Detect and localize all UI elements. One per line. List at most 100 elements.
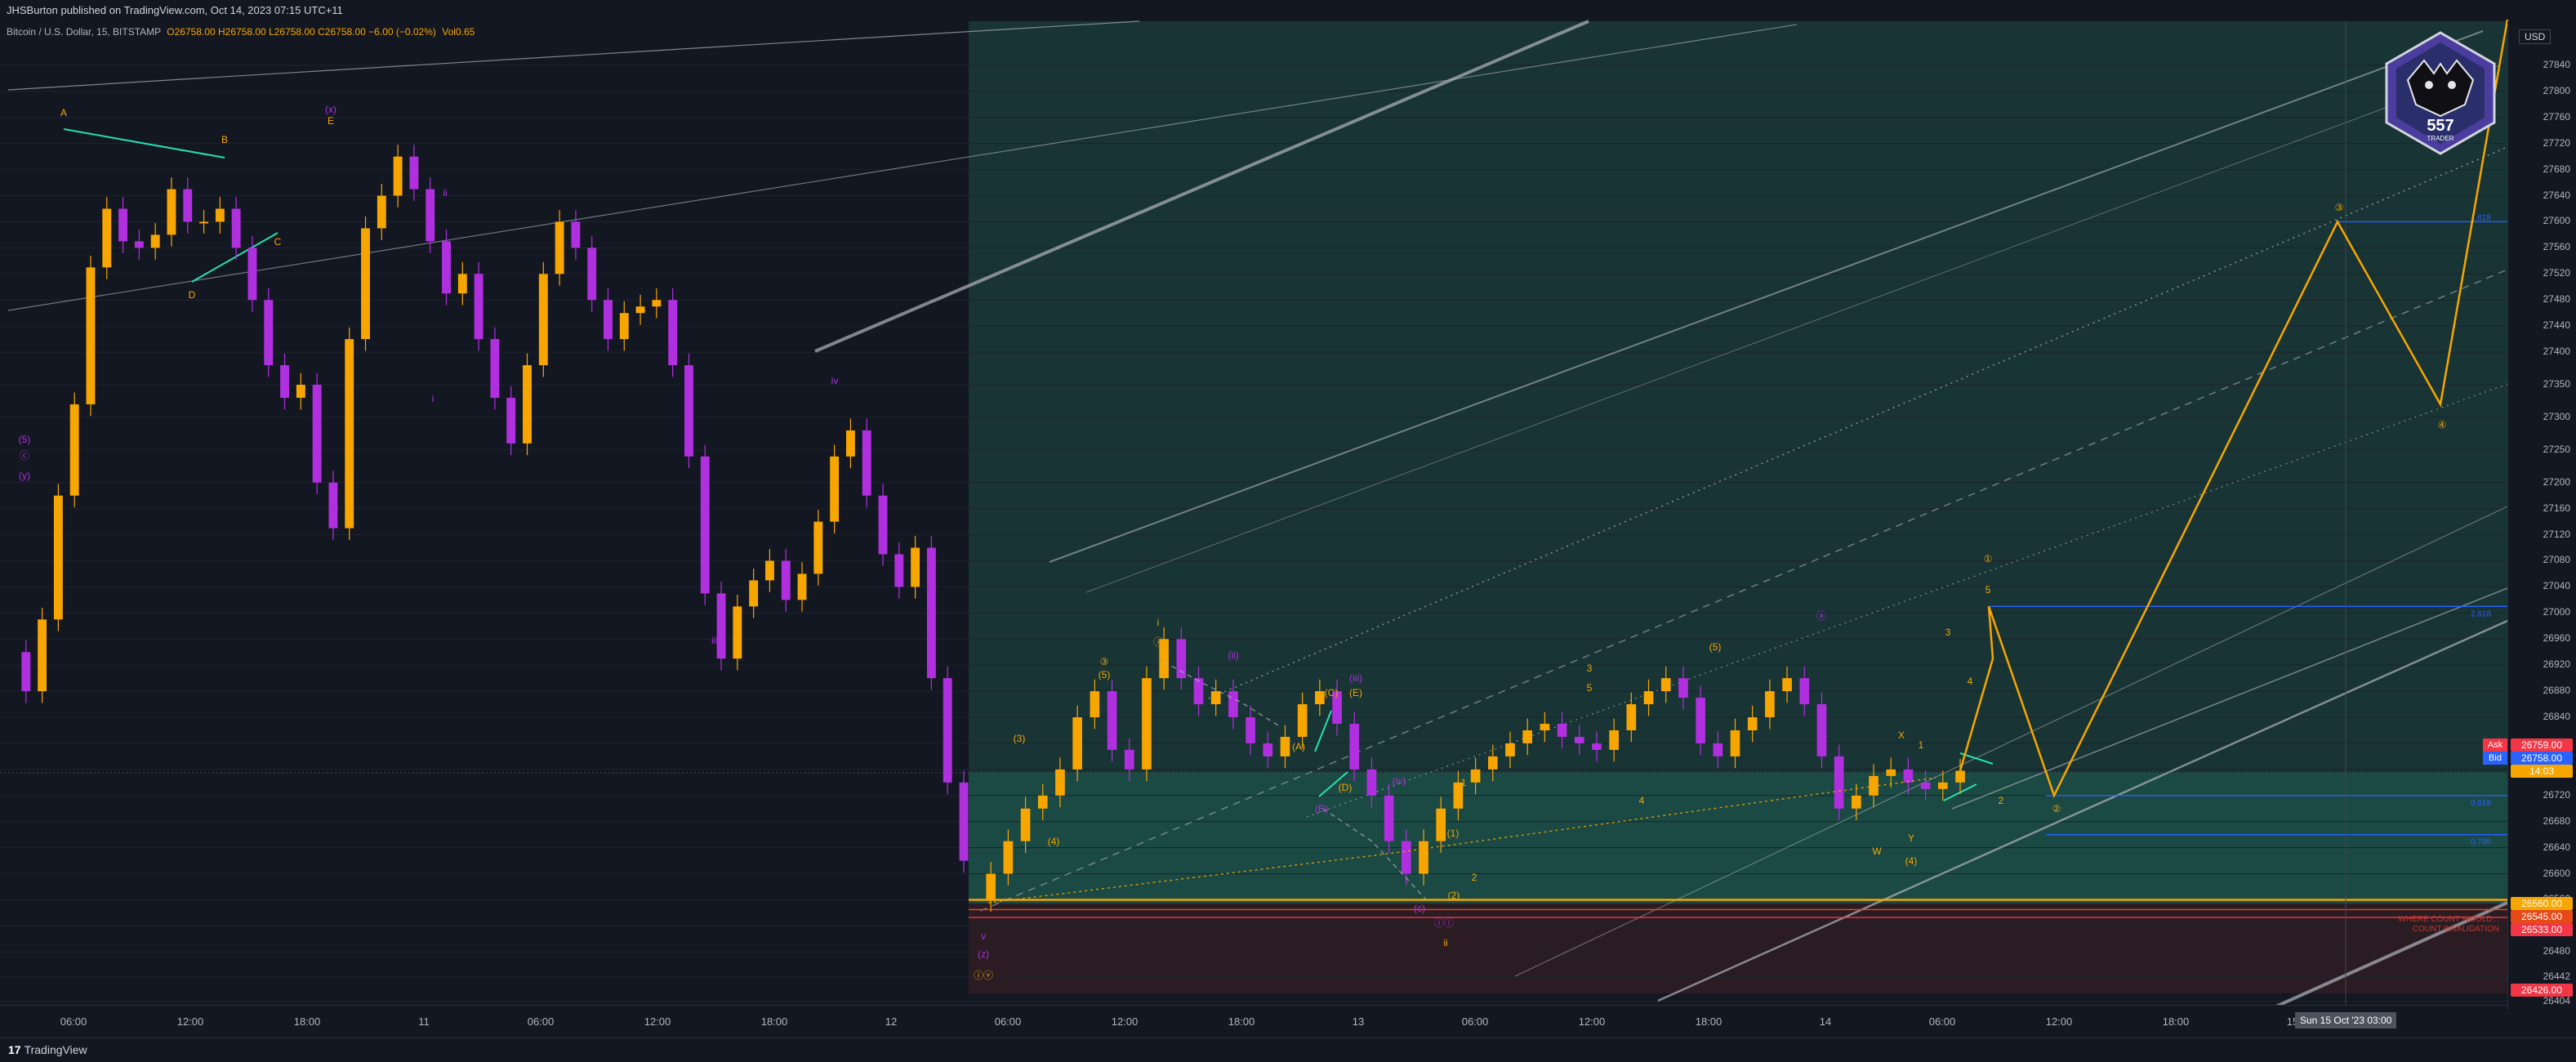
candle-body xyxy=(1384,795,1394,841)
wave-label: A xyxy=(60,107,67,118)
candle-body xyxy=(393,156,403,196)
wave-label: (2) xyxy=(1448,890,1460,901)
candle-body xyxy=(635,306,645,314)
candle-body xyxy=(183,189,193,222)
candle-body xyxy=(619,313,629,340)
candle-body xyxy=(1401,841,1411,874)
candle-body xyxy=(1920,782,1931,789)
wave-label: (z) xyxy=(978,948,989,960)
candle-body xyxy=(361,228,370,340)
y-tick-label: 27800 xyxy=(2543,84,2570,96)
time-axis[interactable]: 06:00 12:00 18:00 11 06:00 12:00 18:00 12 06:00 1… xyxy=(0,1005,2507,1038)
y-tick-label: 27520 xyxy=(2543,267,2570,279)
wave-label: iv xyxy=(831,375,839,386)
crosshair-time-label: Sun 15 Oct '23 03:00 xyxy=(2295,1012,2397,1029)
target-zone-upper xyxy=(969,21,2507,773)
y-tick-label: 27040 xyxy=(2543,580,2570,592)
candle-body xyxy=(1782,678,1792,692)
price-axis[interactable]: 27840 27800 27760 27720 27680 27640 27600 27560… xyxy=(2507,21,2576,1010)
wave-label: B xyxy=(221,134,228,145)
price-tag: 26758.00 xyxy=(2511,752,2573,765)
x-tick-label: 14 xyxy=(1819,1015,1832,1028)
wave-label: i xyxy=(1157,617,1160,628)
wave-label: C xyxy=(274,236,282,248)
symbol-title[interactable]: Bitcoin / U.S. Dollar, 15, BITSTAMP xyxy=(7,26,161,38)
wave-label: ii xyxy=(1443,937,1447,948)
candle-body xyxy=(1816,704,1827,756)
candle-body xyxy=(53,495,63,620)
candle-body xyxy=(1713,743,1723,756)
fib-level-label: 1.618 xyxy=(2471,213,2491,222)
x-tick-label: 13 xyxy=(1352,1015,1365,1028)
candle-body xyxy=(1142,678,1152,770)
wave-label: (5) xyxy=(19,434,31,445)
wave-label: W xyxy=(1872,846,1882,857)
y-tick-label: 26920 xyxy=(2543,658,2570,671)
candle-body xyxy=(21,652,31,692)
wave-label: ⓘ xyxy=(1153,636,1163,648)
candle-body xyxy=(1937,782,1948,789)
wave-label: 3 xyxy=(1587,663,1593,674)
wave-label: ② xyxy=(2052,803,2061,814)
volume-value: Vol0.65 xyxy=(442,26,475,38)
candle-body xyxy=(1678,678,1688,698)
wave-label: (C) xyxy=(1325,687,1339,698)
wave-label: 2 xyxy=(1999,795,2004,806)
candle-body xyxy=(1955,770,1965,783)
wave-label: ① xyxy=(1984,553,1993,564)
price-tag: 14:03 xyxy=(2511,765,2573,778)
candle-body xyxy=(345,339,354,529)
fib-level-label: 0.786 xyxy=(2471,838,2491,847)
candle-body xyxy=(1557,724,1567,737)
y-tick-label: 27250 xyxy=(2543,443,2570,455)
candle-body xyxy=(490,339,500,398)
candle-body xyxy=(571,221,581,248)
x-tick-label: 12:00 xyxy=(644,1015,671,1028)
y-tick-label: 27840 xyxy=(2543,58,2570,70)
price-tag: 26545.00 xyxy=(2511,910,2573,923)
horizontal-levels: 2.618 1.618 0.618 0.786 WHERE COUNT WOULD...… xyxy=(969,213,2507,934)
candle-body xyxy=(1643,691,1654,705)
y-tick-label: 27560 xyxy=(2543,241,2570,253)
badge-number: 557 xyxy=(2427,117,2453,135)
y-tick-label: 26960 xyxy=(2543,632,2570,645)
wave-label: 2 xyxy=(1472,872,1477,883)
candle-body xyxy=(215,208,225,222)
candle-body xyxy=(86,267,96,404)
y-tick-label: 27160 xyxy=(2543,502,2570,514)
wave-label: iii xyxy=(711,635,718,646)
wave-label: (B) xyxy=(1315,803,1328,814)
candle-body xyxy=(959,782,969,861)
candle-body xyxy=(1072,717,1082,770)
candle-body xyxy=(377,195,386,229)
tradingview-brand[interactable]: 17 TradingView xyxy=(8,1043,87,1056)
candle-body xyxy=(1349,724,1360,770)
wave-label: (D) xyxy=(1339,782,1353,793)
y-tick-label: 26720 xyxy=(2543,788,2570,801)
candle-body xyxy=(555,221,564,274)
candle-body xyxy=(426,189,435,242)
candle-body xyxy=(1869,775,1879,796)
wave-label: (5) xyxy=(1709,641,1722,653)
candle-body xyxy=(506,397,516,444)
wave-label: 4 xyxy=(1968,676,1973,687)
zone-note: COUNT INVALIDATION xyxy=(2413,925,2499,934)
candle-body xyxy=(1159,639,1169,679)
candle-body xyxy=(1592,743,1602,750)
x-tick-label: 18:00 xyxy=(1695,1015,1723,1028)
x-tick-label: 11 xyxy=(418,1015,430,1028)
candle-body xyxy=(1419,841,1428,874)
candle-body xyxy=(862,430,871,496)
wave-label: 4 xyxy=(1639,795,1645,806)
y-tick-label: 27000 xyxy=(2543,606,2570,618)
x-tick-label: 06:00 xyxy=(60,1015,87,1028)
trend-channels xyxy=(7,20,2508,1011)
candle-body xyxy=(813,521,823,574)
y-tick-label: 27600 xyxy=(2543,215,2570,227)
candle-body xyxy=(523,365,532,444)
currency-label[interactable]: USD xyxy=(2519,29,2551,44)
elliott-wave-projection xyxy=(1959,19,2509,799)
wave-label: 3 xyxy=(1945,627,1951,638)
candle-body xyxy=(1609,730,1619,750)
